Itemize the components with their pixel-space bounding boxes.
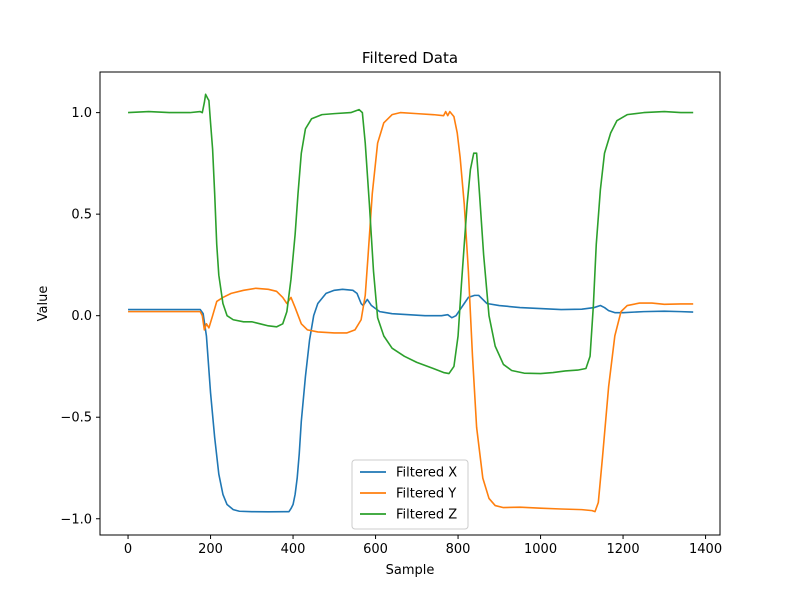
legend: Filtered X Filtered Y Filtered Z xyxy=(351,459,469,530)
x-tick-label: 600 xyxy=(363,542,388,557)
x-tick-label: 1000 xyxy=(524,542,557,557)
x-tick-label: 400 xyxy=(281,542,306,557)
x-axis: 0 200 400 600 800 1000 1200 1400 xyxy=(124,535,722,557)
x-tick-label: 1200 xyxy=(607,542,640,557)
plot-frame xyxy=(99,71,721,536)
legend-label-2: Filtered Z xyxy=(396,508,457,523)
y-axis-label: Value xyxy=(36,286,51,322)
y-tick-label: 1.0 xyxy=(71,106,92,121)
y-tick-label: −1.0 xyxy=(60,512,92,527)
x-tick-label: 0 xyxy=(124,542,132,557)
y-tick-label: −0.5 xyxy=(60,411,92,426)
y-axis: −1.0 −0.5 0.0 0.5 1.0 xyxy=(60,106,100,527)
y-tick-label: 0.0 xyxy=(71,309,92,324)
x-axis-label: Sample xyxy=(386,563,435,578)
plot-area xyxy=(128,93,694,513)
x-tick-label: 800 xyxy=(446,542,471,557)
x-tick-label: 1400 xyxy=(689,542,722,557)
legend-label-0: Filtered X xyxy=(396,466,457,481)
legend-label-1: Filtered Y xyxy=(396,487,456,502)
series-line-2 xyxy=(128,93,694,375)
series-line-1 xyxy=(128,110,694,513)
x-tick-label: 200 xyxy=(198,542,223,557)
y-tick-label: 0.5 xyxy=(71,208,92,223)
legend-box xyxy=(351,459,469,530)
chart-title: Filtered Data xyxy=(362,49,458,67)
